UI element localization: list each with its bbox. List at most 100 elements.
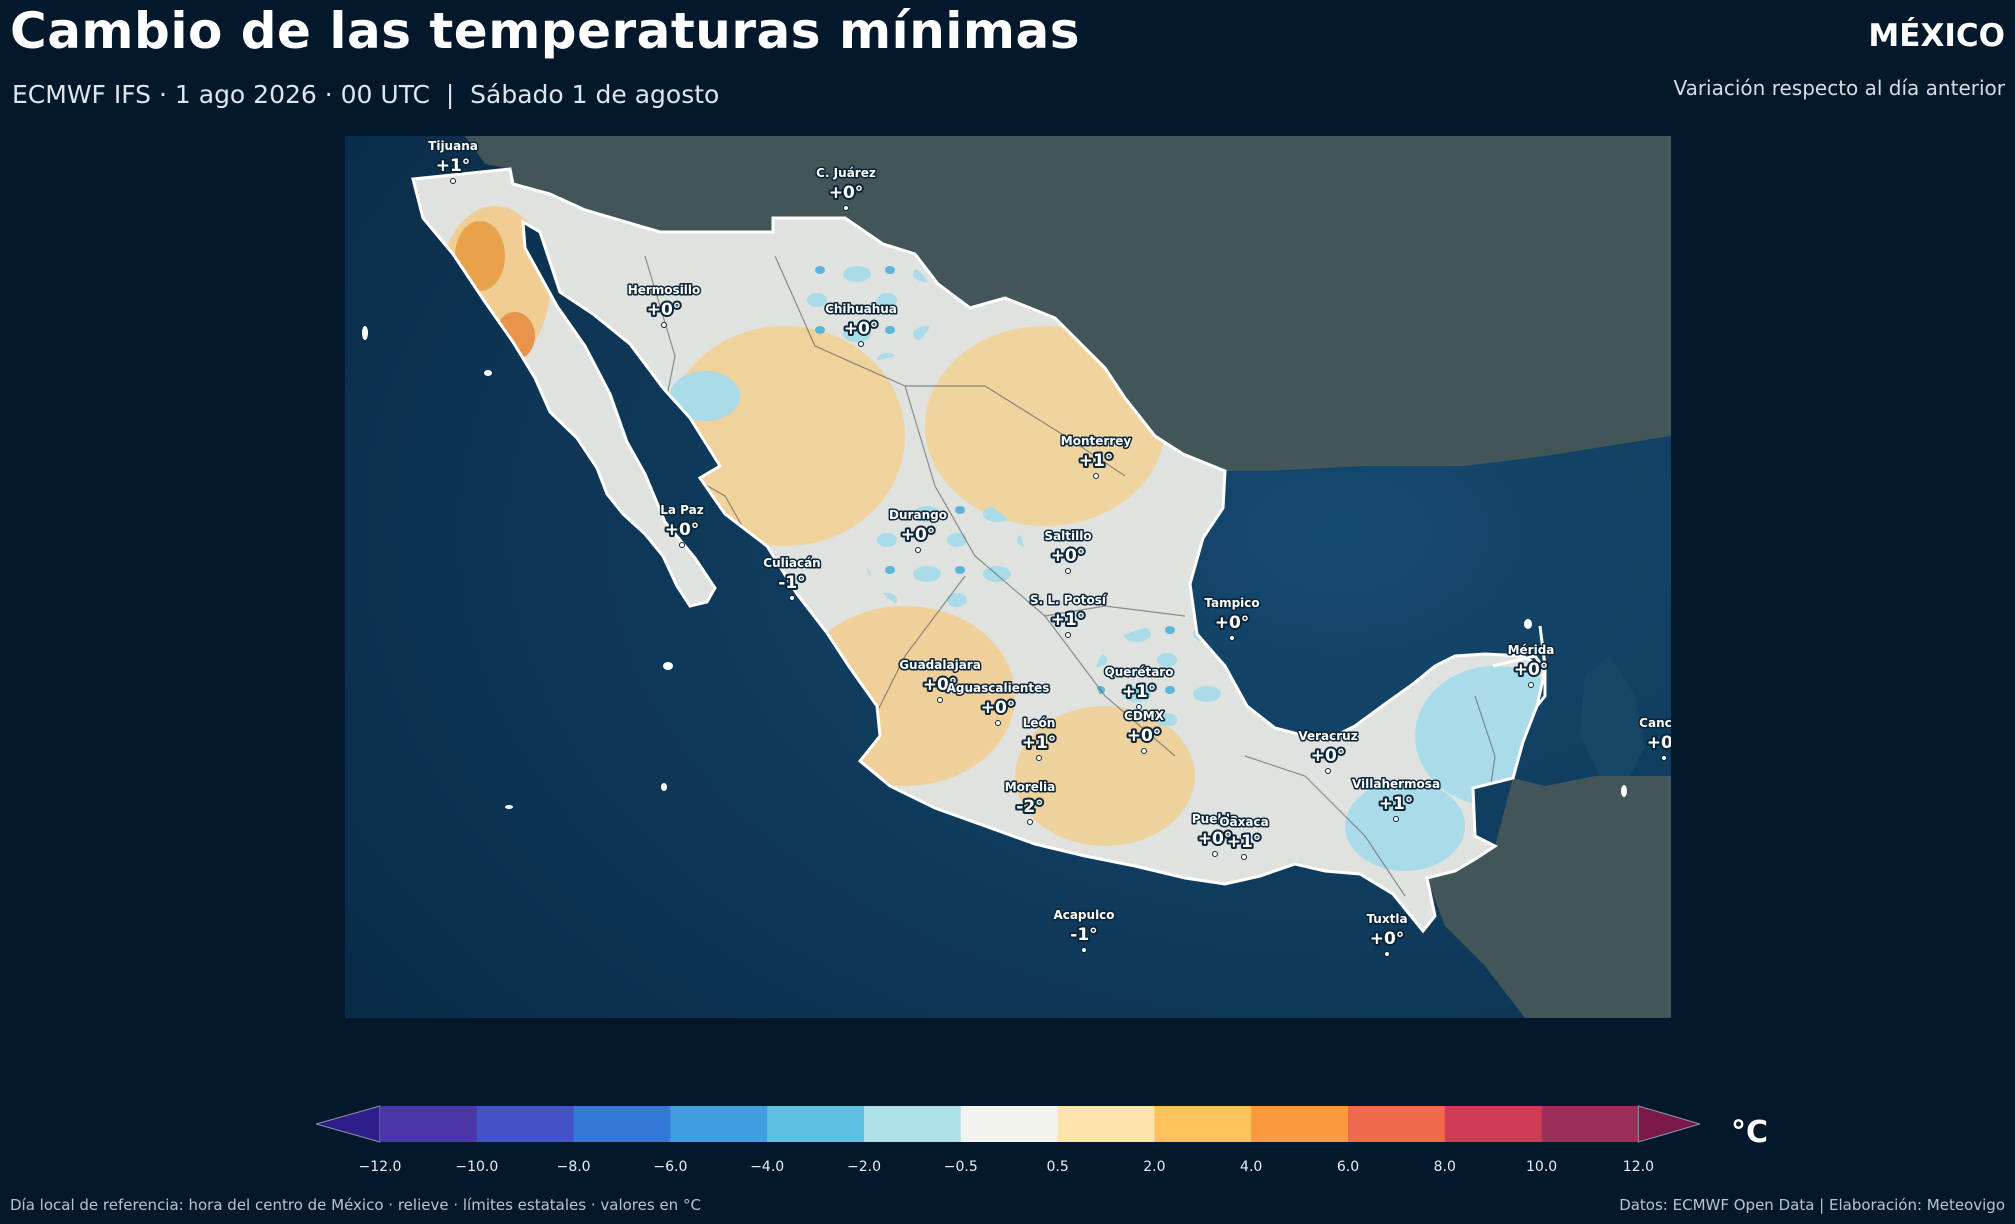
colorbar-extend-low [314, 1105, 381, 1143]
city-dot [843, 205, 849, 211]
city-value: +0° [1647, 733, 1671, 753]
city-value: +0° [981, 698, 1016, 718]
colorbar-segment [1348, 1106, 1446, 1142]
colorbar-tick-label: −4.0 [750, 1159, 785, 1175]
city-marker: Oaxaca +1° [1218, 814, 1270, 860]
city-marker: Acapulco -1° [1052, 907, 1116, 953]
city-value: +0° [829, 183, 864, 203]
city-marker: Monterrey +1° [1059, 433, 1133, 479]
city-dot [937, 697, 943, 703]
city-marker: Guadalajara +0° [898, 657, 982, 703]
colorbar-segment [960, 1106, 1059, 1142]
city-value: -1° [1070, 925, 1097, 945]
city-name: Chihuahua [825, 302, 897, 316]
city-name: Oaxaca [1219, 815, 1268, 829]
city-value: -1° [778, 573, 805, 593]
city-dot [1241, 854, 1247, 860]
city-dot [679, 542, 685, 548]
city-dot [915, 547, 921, 553]
city-name: Durango [889, 508, 947, 522]
city-dot [661, 322, 667, 328]
central-america-landmass [1427, 776, 1671, 1018]
colorbar-segment [767, 1106, 865, 1142]
city-value: +1° [1051, 610, 1086, 630]
city-name: Villahermosa [1352, 777, 1440, 791]
colorbar-tick-label: −10.0 [455, 1159, 499, 1175]
city-marker: CDMX +0° [1123, 708, 1166, 754]
city-dot [789, 595, 795, 601]
city-name: Puebla [1192, 812, 1238, 826]
city-dot [450, 178, 456, 184]
city-value: +0° [844, 319, 879, 339]
city-value: +1° [1079, 451, 1114, 471]
colorbar [314, 1105, 1702, 1145]
city-value: +1° [1379, 794, 1414, 814]
city-marker: Cancún +0° [1638, 715, 1671, 761]
city-name: CDMX [1124, 709, 1165, 723]
colorbar-segment [1444, 1106, 1543, 1142]
colorbar-segment [1251, 1106, 1349, 1142]
city-value: -2° [1016, 797, 1043, 817]
city-name: Cancún [1639, 716, 1671, 730]
city-name: Hermosillo [628, 283, 701, 297]
city-name: Acapulco [1053, 908, 1114, 922]
city-marker: Aguascalientes +0° [945, 680, 1051, 726]
forecast-map: Tijuana +1° C. Juárez +0° Hermosillo +0° Chihu… [345, 136, 1671, 1018]
city-name: C. Juárez [816, 166, 876, 180]
city-marker: Chihuahua +0° [824, 301, 898, 347]
city-dot [1212, 851, 1218, 857]
colorbar-tick-label: 6.0 [1336, 1159, 1360, 1175]
city-dot [1065, 568, 1071, 574]
city-marker: S. L. Potosí +1° [1028, 592, 1108, 638]
colorbar-tick-label: 10.0 [1526, 1159, 1558, 1175]
colorbar-segment [670, 1106, 768, 1142]
city-marker: Villahermosa +1° [1350, 776, 1442, 822]
city-value: +1° [1122, 682, 1157, 702]
yucatan-coast [1535, 625, 1547, 707]
city-marker: Puebla +0° [1190, 811, 1240, 857]
colorbar-tick-label: 4.0 [1240, 1159, 1263, 1175]
city-name: Mérida [1508, 643, 1555, 657]
city-value: +0° [665, 520, 700, 540]
city-dot [1141, 748, 1147, 754]
colorbar-tick-label: −2.0 [847, 1159, 881, 1175]
city-dot [1136, 704, 1142, 710]
islands [362, 326, 1627, 809]
colorbar-segment [1057, 1106, 1155, 1142]
city-dot [1325, 768, 1331, 774]
colorbar-unit: °C [1731, 1115, 1769, 1150]
footer-credits: Datos: ECMWF Open Data | Elaboración: Me… [1619, 1196, 2005, 1214]
footer-note: Día local de referencia: hora del centro… [10, 1196, 701, 1214]
city-name: La Paz [660, 503, 703, 517]
city-dot [1093, 473, 1099, 479]
city-dot [1384, 951, 1390, 957]
city-marker: Culiacán -1° [762, 555, 822, 601]
city-value: +0° [901, 525, 936, 545]
city-value: +0° [1051, 546, 1086, 566]
city-marker: Tuxtla +0° [1365, 911, 1409, 957]
region-subtitle: Variación respecto al día anterior [1673, 76, 2005, 100]
colorbar-tick-label: −6.0 [653, 1159, 688, 1175]
city-name: Monterrey [1061, 434, 1132, 448]
city-value: +0° [1311, 746, 1346, 766]
colorbar-segment [1154, 1106, 1252, 1142]
city-name: Culiacán [763, 556, 820, 570]
colorbar-tick-label: −0.5 [943, 1159, 978, 1175]
city-value: +1° [436, 156, 471, 176]
caribbean-shelf [1580, 656, 1645, 776]
city-marker: Morelia -2° [1003, 779, 1057, 825]
city-value: +1° [1022, 733, 1057, 753]
city-marker: Saltillo +0° [1043, 528, 1093, 574]
city-value: +1° [1227, 832, 1262, 852]
city-name: Tijuana [428, 139, 478, 153]
colorbar-tick-label: −12.0 [358, 1159, 402, 1175]
city-dot [1027, 819, 1033, 825]
city-marker: Veracruz +0° [1297, 728, 1359, 774]
city-name: León [1023, 716, 1056, 730]
city-dot [1229, 635, 1235, 641]
city-dot [995, 720, 1001, 726]
city-name: Aguascalientes [947, 681, 1050, 695]
city-dot [1393, 816, 1399, 822]
city-dot [1528, 682, 1534, 688]
colorbar-tick-label: −8.0 [556, 1159, 591, 1175]
